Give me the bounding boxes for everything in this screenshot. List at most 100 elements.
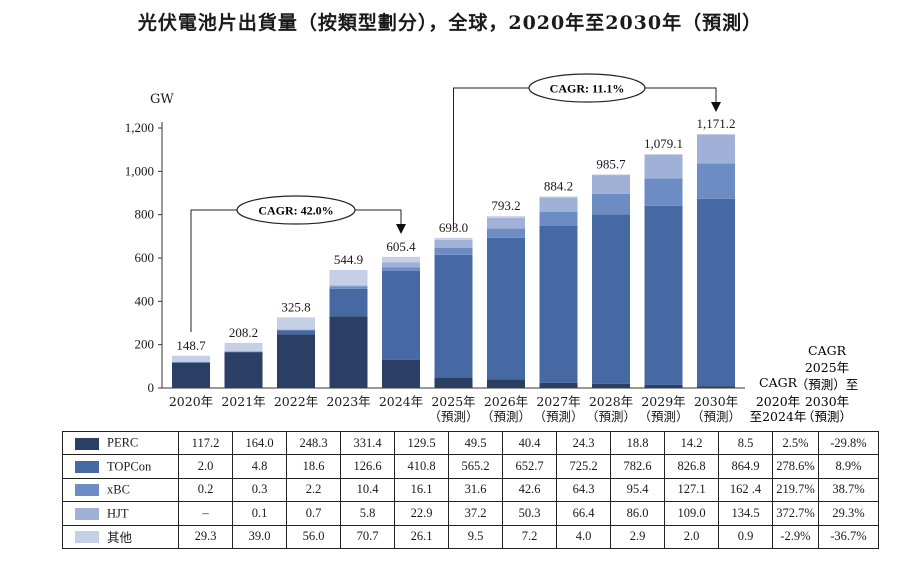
bar-segment [382,270,420,360]
table-cell: 826.8 [664,454,719,479]
bar-segment [329,286,368,289]
cagr-cell: -36.7% [818,524,879,549]
bar-segment [487,217,525,229]
series-label-cell: PERC [62,430,179,456]
table-cell: 18.6 [286,454,341,479]
y-tick-label: 400 [135,293,155,308]
table-cell: 42.6 [502,477,557,503]
bar-segment [644,384,683,388]
x-tick-label: 2020年 [169,394,213,409]
table-cell: 331.4 [340,430,395,456]
chart-title: 光伏電池片出貨量（按類型劃分），全球，2020年至2030年（預測） [137,12,763,34]
bar-segment [487,237,525,380]
bar-segment [592,174,630,176]
legend-swatch [75,460,99,473]
bar-segment [592,383,630,388]
cagr-col2-header: 2030年 [805,394,849,409]
x-tick-label: 2022年 [274,394,318,409]
total-label: 605.4 [386,239,416,254]
bar-segment [487,379,525,388]
cagr-col2-header: 2025年 [805,360,849,375]
bar-segment [539,211,578,226]
bar-segment [539,196,578,198]
table-cell: 24.3 [556,430,611,456]
series-name: PERC [107,436,139,450]
table-cell: 4.8 [232,454,287,479]
table-cell: 40.4 [502,430,557,456]
series-label-cell: 其他 [62,524,179,549]
table-cell: 864.9 [718,454,773,479]
x-tick-label: 2023年 [326,394,370,409]
bar-segment [224,342,263,352]
table-cell: 126.6 [340,454,395,479]
series-name: HJT [107,506,129,521]
cagr-badge-label: CAGR: 42.0% [258,204,333,218]
table-cell: 66.4 [556,501,611,526]
cagr-cell: 278.6% [772,454,819,479]
table-cell: 0.7 [286,501,341,526]
table-cell: 2.2 [286,477,341,503]
table-cell: 134.5 [718,501,773,526]
x-tick-label: 2027年 [536,394,580,409]
table-cell: 26.1 [394,524,449,549]
bar-segment [539,382,578,388]
table-cell: 4.0 [556,524,611,549]
bar-segment [644,178,683,206]
bar-segment [644,154,683,179]
bar-segment [277,330,315,335]
x-tick-label: （預測） [638,409,688,424]
bar-segment [644,205,683,385]
y-tick-label: 1,200 [125,120,154,135]
table-cell: 50.3 [502,501,557,526]
table-cell: 127.1 [664,477,719,503]
cagr-col1-header: 至2024年 [750,409,807,424]
bar-segment [487,228,525,238]
y-tick-label: 1,000 [125,163,154,178]
table-cell: – [178,501,233,526]
bar-segment [172,355,210,363]
x-tick-label: 2025年 [431,394,475,409]
x-tick-label: 2029年 [641,394,685,409]
table-row: 其他 29.3 39.0 56.0 70.7 26.1 9.5 7.2 4.0 2.9 2.0 0.9… [62,524,879,549]
bar-segment [592,193,630,215]
bar-segment [697,134,735,164]
bar-segment [434,247,473,255]
x-tick-label: （預測） [533,409,583,424]
y-tick-label: 200 [135,337,155,352]
x-tick-label: 2026年 [484,394,528,409]
table-cell: 410.8 [394,454,449,479]
series-label-cell: HJT [62,501,179,526]
total-label: 884.2 [544,178,573,193]
bar-segment [487,216,525,218]
series-name: TOPCon [107,459,152,474]
cagr-cell: 2.5% [772,430,819,456]
cagr-col1-header: 2020年 [756,394,800,409]
table-cell: 56.0 [286,524,341,549]
bar-segment [382,256,420,263]
table-cell: 2.0 [178,454,233,479]
table-cell: 64.3 [556,477,611,503]
table-cell: 95.4 [610,477,665,503]
bar-chart: 0 200 400 600 800 1,000 1,200 148.7 2020年 208.2 20… [125,73,858,424]
cagr-badge [528,73,646,103]
table-cell: 70.7 [340,524,395,549]
y-axis-label: GW [150,92,174,107]
table-row: PERC 117.2 164.0 248.3 331.4 129.5 49.5 40.4 24.… [62,430,879,456]
cagr-arrow [396,224,406,234]
series-label-cell: xBC [62,477,179,503]
bar-segment [434,254,473,378]
table-cell: 14.2 [664,430,719,456]
cagr-cell: -29.8% [818,430,879,456]
table-cell: 109.0 [664,501,719,526]
table-cell: 162 .4 [718,477,773,503]
x-tick-label: （預測） [691,409,741,424]
x-tick-label: （預測） [481,409,531,424]
table-cell: 725.2 [556,454,611,479]
bar-segment [434,237,473,240]
cagr-badge-label: CAGR: 11.1% [550,82,625,96]
cagr-col2-header: CAGR [808,343,847,358]
total-label: 793.2 [491,198,520,213]
cagr-cell: 219.7% [772,477,819,503]
legend-swatch [75,507,99,520]
bar-segment [592,175,630,194]
